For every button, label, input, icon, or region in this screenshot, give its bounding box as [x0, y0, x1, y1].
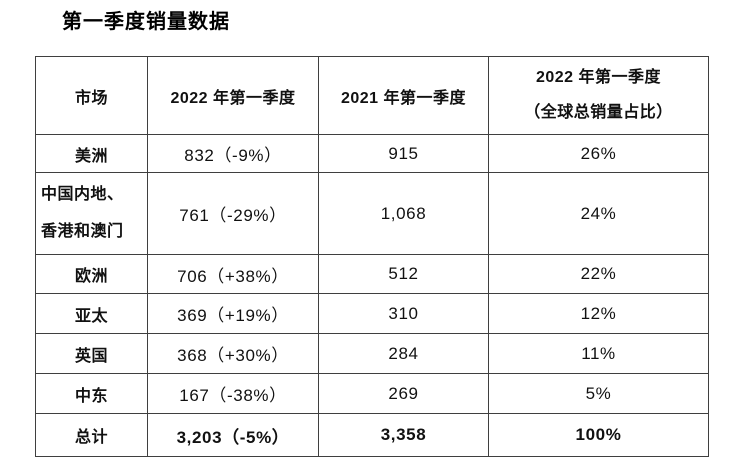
sales-table: 市场 2022 年第一季度 2021 年第一季度 2022 年第一季度 （全球总… — [35, 56, 709, 457]
cell-share: 22% — [488, 254, 709, 294]
cell-market: 英国 — [35, 333, 148, 374]
cell-q1-2021: 512 — [318, 254, 489, 294]
cell-market: 欧洲 — [35, 254, 148, 294]
cell-q1-2022: 832（-9%） — [147, 134, 319, 173]
cell-q1-2021: 269 — [318, 373, 489, 414]
table-row-uk: 英国 368（+30%） 284 11% — [35, 333, 709, 374]
table-row-americas: 美洲 832（-9%） 915 26% — [35, 134, 709, 173]
cell-share: 26% — [488, 134, 709, 173]
cell-q1-2022: 167（-38%） — [147, 373, 319, 414]
table-row-apac: 亚太 369（+19%） 310 12% — [35, 293, 709, 334]
cell-share: 11% — [488, 333, 709, 374]
header-share-line2: （全球总销量占比） — [524, 103, 673, 121]
table-header-row: 市场 2022 年第一季度 2021 年第一季度 2022 年第一季度 （全球总… — [35, 56, 709, 135]
header-q1-2021: 2021 年第一季度 — [318, 56, 489, 135]
cell-q1-2022: 761（-29%） — [147, 172, 319, 255]
cell-q1-2021: 284 — [318, 333, 489, 374]
header-q1-2022: 2022 年第一季度 — [147, 56, 319, 135]
cell-market: 中国内地、 香港和澳门 — [35, 172, 148, 255]
table-row-europe: 欧洲 706（+38%） 512 22% — [35, 254, 709, 294]
cell-q1-2022: 368（+30%） — [147, 333, 319, 374]
cell-share: 5% — [488, 373, 709, 414]
table-row-middle-east: 中东 167（-38%） 269 5% — [35, 373, 709, 414]
cell-q1-2021: 310 — [318, 293, 489, 334]
cell-q1-2021: 915 — [318, 134, 489, 173]
cell-share: 24% — [488, 172, 709, 255]
cell-q1-2022: 3,203（-5%） — [147, 413, 319, 457]
cell-market: 美洲 — [35, 134, 148, 173]
cell-q1-2022: 369（+19%） — [147, 293, 319, 334]
cell-q1-2021: 1,068 — [318, 172, 489, 255]
cell-q1-2021: 3,358 — [318, 413, 489, 457]
header-share: 2022 年第一季度 （全球总销量占比） — [488, 56, 709, 135]
table-row-china-hk-macau: 中国内地、 香港和澳门 761（-29%） 1,068 24% — [35, 172, 709, 255]
cell-market: 中东 — [35, 373, 148, 414]
page-title: 第一季度销量数据 — [62, 11, 230, 33]
table-row-total: 总计 3,203（-5%） 3,358 100% — [35, 413, 709, 457]
header-share-line1: 2022 年第一季度 — [535, 69, 662, 87]
header-market: 市场 — [35, 56, 148, 135]
cell-market: 亚太 — [35, 293, 148, 334]
cell-market: 总计 — [35, 413, 148, 457]
cell-share: 100% — [488, 413, 709, 457]
cell-q1-2022: 706（+38%） — [147, 254, 319, 294]
cell-share: 12% — [488, 293, 709, 334]
